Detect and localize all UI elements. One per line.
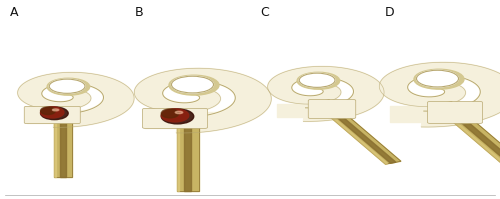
Polygon shape — [145, 112, 220, 128]
Ellipse shape — [40, 107, 64, 118]
Polygon shape — [18, 72, 134, 127]
Text: A: A — [10, 6, 18, 19]
Circle shape — [169, 75, 219, 95]
Polygon shape — [54, 109, 56, 177]
Polygon shape — [184, 111, 192, 191]
FancyBboxPatch shape — [142, 108, 208, 128]
Ellipse shape — [52, 109, 59, 111]
Ellipse shape — [40, 107, 68, 120]
Circle shape — [297, 72, 340, 89]
Ellipse shape — [40, 107, 56, 115]
Polygon shape — [434, 105, 500, 177]
Polygon shape — [54, 109, 72, 177]
Circle shape — [50, 79, 85, 93]
Circle shape — [172, 76, 213, 93]
FancyBboxPatch shape — [428, 101, 482, 123]
Polygon shape — [314, 100, 401, 164]
Polygon shape — [268, 66, 384, 121]
Text: D: D — [385, 6, 394, 19]
Polygon shape — [390, 106, 465, 122]
Ellipse shape — [176, 111, 183, 114]
Circle shape — [414, 69, 464, 89]
Polygon shape — [440, 103, 500, 176]
Polygon shape — [314, 102, 388, 164]
Polygon shape — [60, 109, 66, 177]
Ellipse shape — [161, 109, 189, 122]
Polygon shape — [176, 111, 179, 191]
Polygon shape — [318, 101, 396, 163]
Circle shape — [300, 73, 335, 87]
Circle shape — [416, 70, 459, 87]
Polygon shape — [380, 62, 500, 127]
Polygon shape — [176, 111, 199, 191]
FancyBboxPatch shape — [308, 100, 356, 118]
FancyBboxPatch shape — [24, 106, 80, 124]
Ellipse shape — [161, 109, 179, 118]
Ellipse shape — [161, 109, 194, 124]
Circle shape — [47, 78, 90, 95]
Polygon shape — [134, 68, 272, 133]
Text: C: C — [260, 6, 269, 19]
Polygon shape — [27, 110, 90, 123]
Text: B: B — [135, 6, 143, 19]
Polygon shape — [277, 104, 340, 117]
Polygon shape — [434, 102, 500, 177]
